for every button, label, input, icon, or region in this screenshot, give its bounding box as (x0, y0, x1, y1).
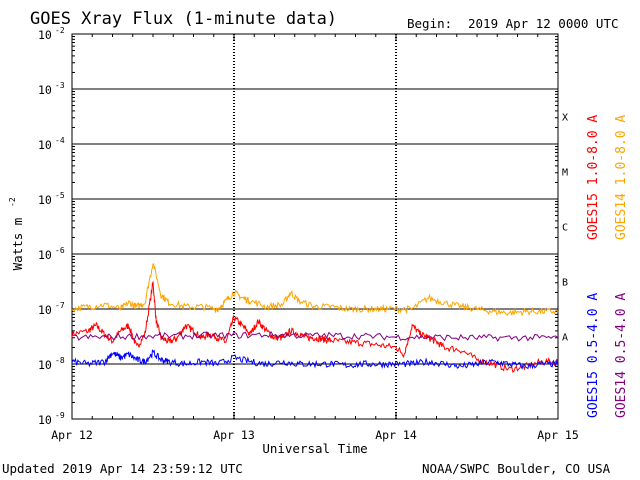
legend-entry: GOES14 0.5-4.0 A (614, 293, 629, 418)
x-axis-ticks: Apr 12 Apr 13 Apr 14 Apr 15 (51, 34, 579, 442)
legend-entry: GOES15 0.5-4.0 A (586, 293, 601, 418)
y-tick-label-exponent: -4 (55, 136, 65, 145)
y-tick-label: 10 (38, 28, 52, 42)
y-tick-label-exponent: -5 (55, 191, 65, 200)
flare-class-label: M (562, 168, 568, 179)
y-tick-label: 10 (38, 83, 52, 97)
y-tick-label-exponent: -9 (55, 411, 65, 420)
series-line (71, 263, 559, 317)
y-tick-label: 10 (38, 303, 52, 317)
y-tick-label-exponent: -8 (55, 356, 65, 365)
legend: GOES15 1.0-8.0 A GOES14 1.0-8.0 A GOES15 0… (586, 115, 629, 418)
y-tick-label-exponent: -7 (55, 301, 65, 310)
x-tick-label: Apr 12 (51, 428, 93, 442)
y-tick-label-exponent: -3 (55, 81, 65, 90)
begin-value: 2019 Apr 12 0000 UTC (468, 16, 619, 31)
series-line (71, 280, 559, 373)
flare-class-label: C (562, 223, 568, 234)
y-axis-title-exponent: -2 (8, 197, 17, 207)
flare-class-label: B (562, 278, 568, 289)
flare-class-label: A (562, 333, 568, 344)
flare-class-labels: A B C M X (562, 113, 568, 344)
updated-timestamp: Updated 2019 Apr 14 23:59:12 UTC (2, 461, 243, 476)
legend-entry: GOES14 1.0-8.0 A (614, 115, 629, 240)
y-axis-ticks: 10-910-810-710-610-510-410-310-2 (38, 26, 558, 427)
x-tick-label: Apr 14 (375, 428, 417, 442)
x-tick-label: Apr 13 (213, 428, 255, 442)
y-tick-label-exponent: -2 (55, 26, 65, 35)
y-axis-title: Watts m (10, 218, 25, 271)
begin-label: Begin: (407, 16, 452, 31)
flare-class-label: X (562, 113, 568, 124)
series-line (72, 330, 559, 343)
y-tick-label: 10 (38, 138, 52, 152)
x-tick-label: Apr 15 (537, 428, 579, 442)
chart-title: GOES Xray Flux (1-minute data) (30, 9, 337, 29)
series-layer (71, 263, 559, 373)
series-line (71, 349, 559, 370)
y-tick-label: 10 (38, 248, 52, 262)
y-tick-label: 10 (38, 413, 52, 427)
y-tick-label-exponent: -6 (55, 246, 65, 255)
y-tick-label: 10 (38, 358, 52, 372)
credit-text: NOAA/SWPC Boulder, CO USA (422, 461, 611, 476)
y-tick-label: 10 (38, 193, 52, 207)
x-axis-title: Universal Time (262, 441, 367, 456)
legend-entry: GOES15 1.0-8.0 A (586, 115, 601, 240)
